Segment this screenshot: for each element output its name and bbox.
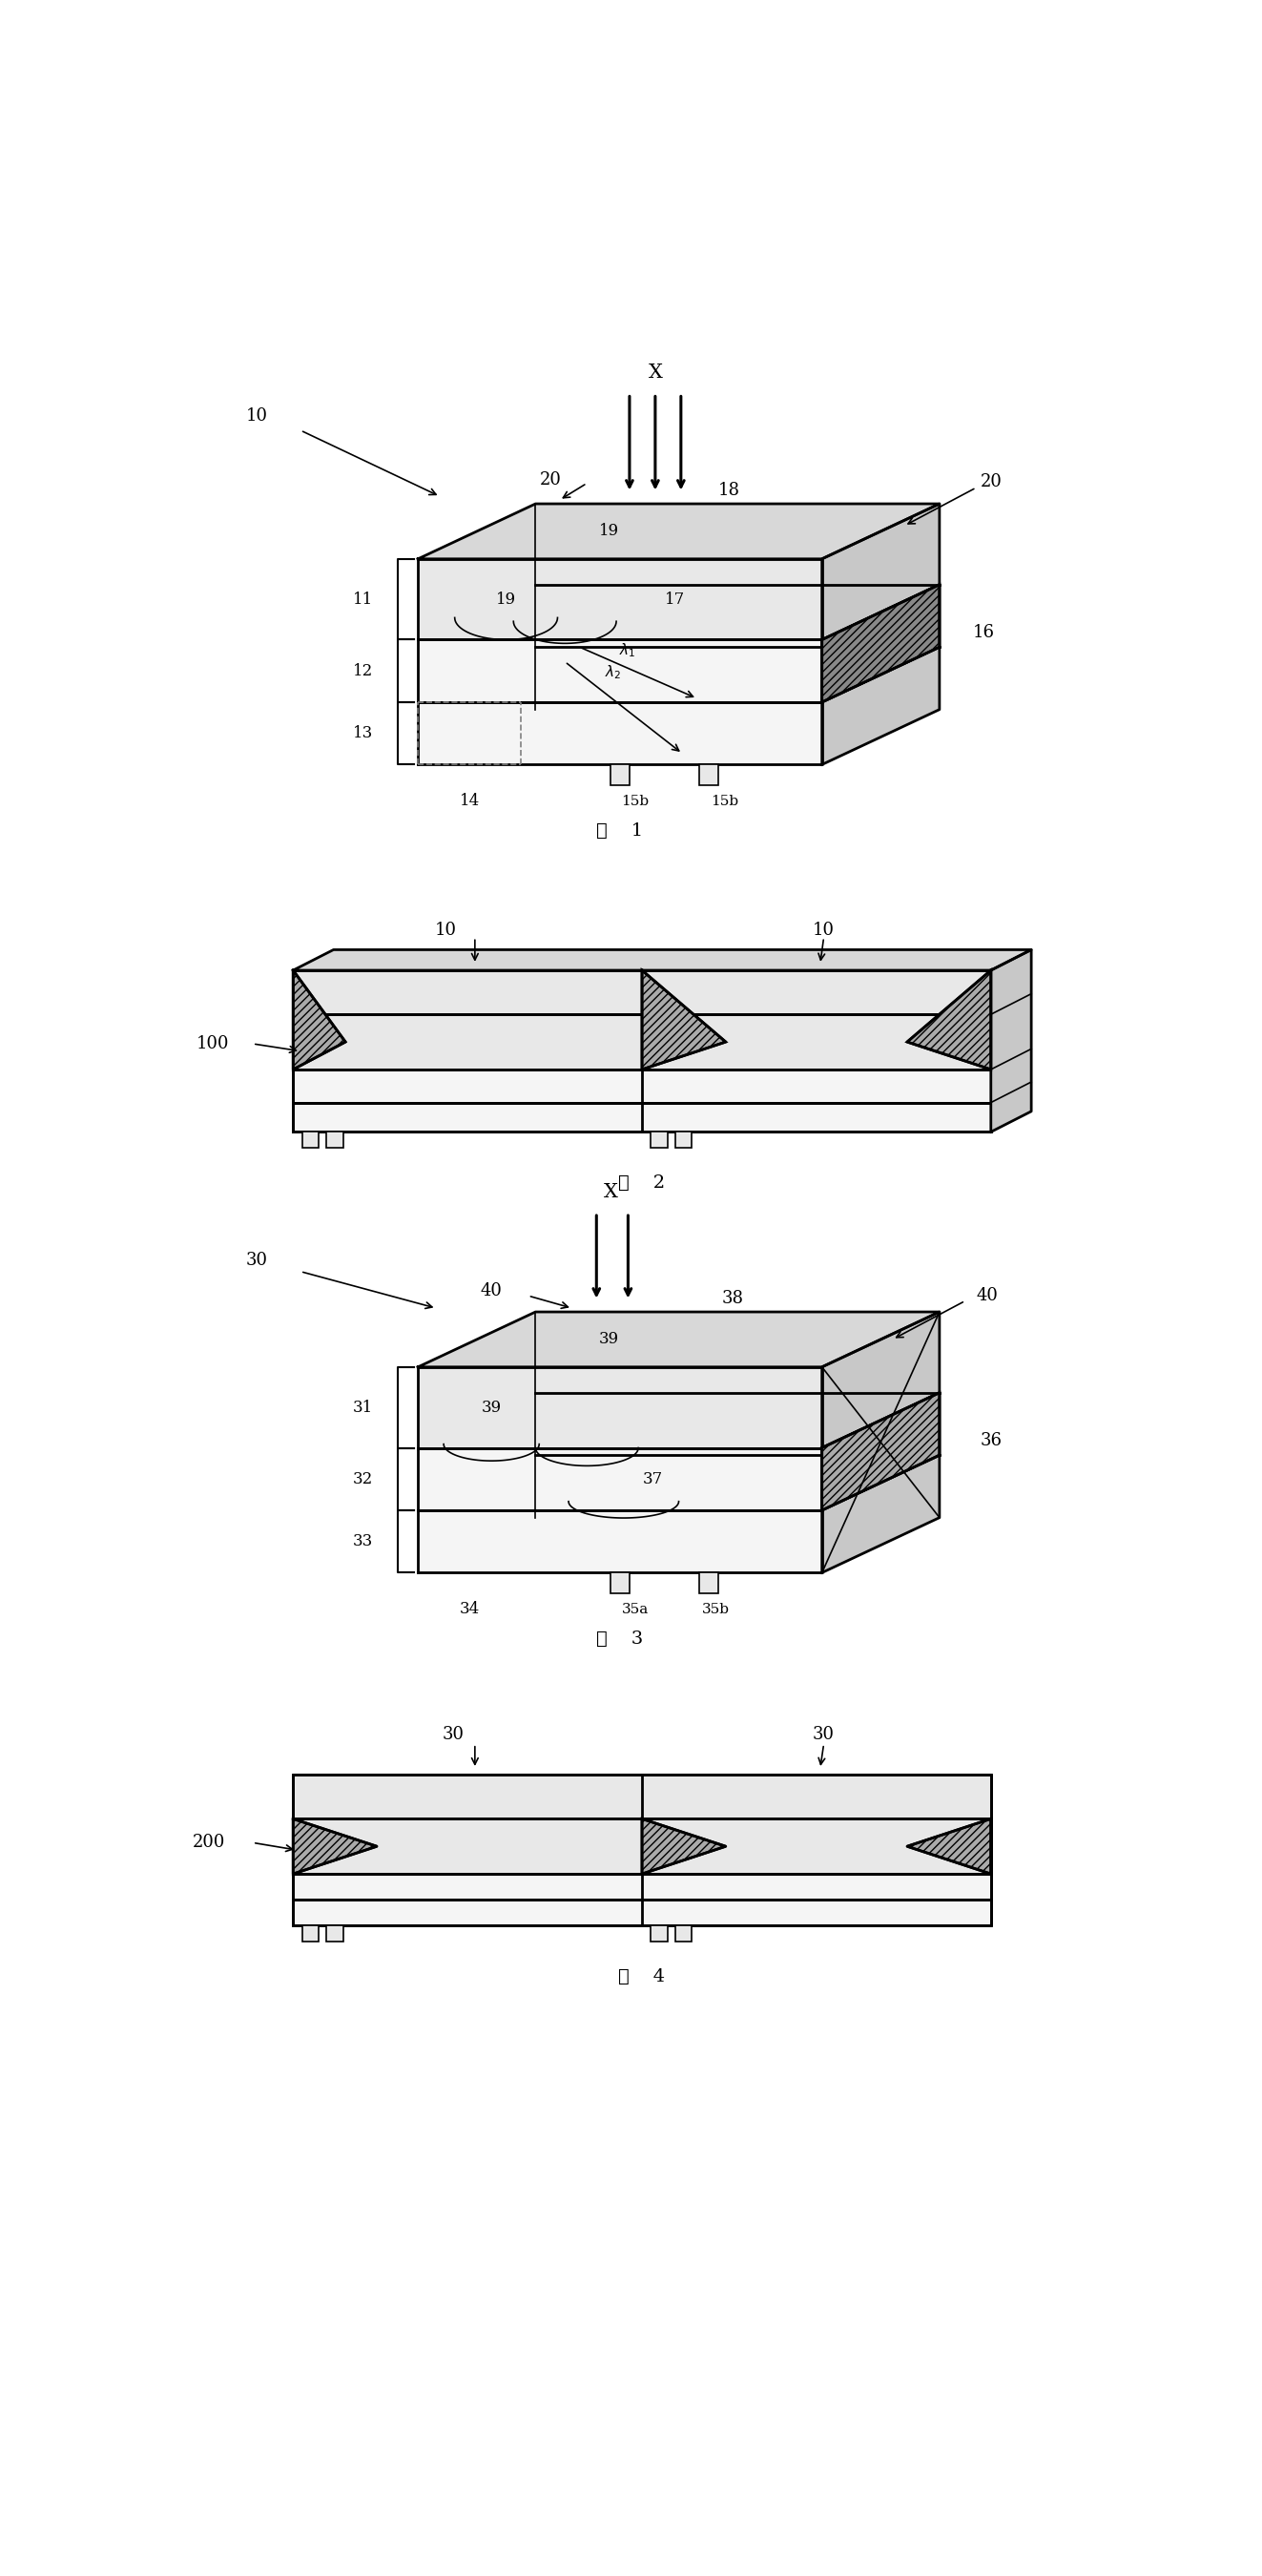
Polygon shape	[642, 971, 726, 1069]
Text: 33: 33	[353, 1533, 374, 1551]
Text: 18: 18	[718, 482, 740, 500]
Text: 10: 10	[245, 407, 268, 425]
Text: 32: 32	[353, 1471, 374, 1486]
Polygon shape	[293, 971, 346, 1069]
Bar	[611, 765, 630, 786]
Bar	[675, 1924, 692, 1942]
Polygon shape	[822, 1311, 939, 1574]
Text: 39: 39	[599, 1332, 620, 1347]
Text: X: X	[649, 363, 663, 381]
Text: 10: 10	[434, 922, 457, 938]
Text: $\lambda_1$: $\lambda_1$	[618, 641, 636, 659]
Polygon shape	[418, 1368, 822, 1448]
Polygon shape	[293, 1899, 991, 1924]
Text: 图    4: 图 4	[618, 1968, 665, 1986]
Text: 15b: 15b	[711, 793, 738, 809]
Polygon shape	[293, 951, 1031, 971]
Bar	[302, 1924, 319, 1942]
Polygon shape	[293, 1069, 991, 1103]
Polygon shape	[293, 971, 991, 1015]
Polygon shape	[418, 1510, 822, 1574]
Text: 12: 12	[353, 662, 374, 680]
Text: 36: 36	[979, 1432, 1002, 1450]
Text: 34: 34	[459, 1602, 480, 1618]
Text: 100: 100	[196, 1036, 228, 1054]
Text: 图    2: 图 2	[618, 1175, 665, 1193]
Polygon shape	[293, 1873, 991, 1899]
Bar	[675, 1131, 692, 1149]
Text: 35a: 35a	[622, 1602, 649, 1615]
Polygon shape	[418, 505, 939, 559]
Polygon shape	[907, 971, 991, 1069]
Polygon shape	[822, 1394, 939, 1510]
Text: 30: 30	[245, 1252, 268, 1270]
Polygon shape	[293, 1819, 991, 1873]
Text: $\lambda_2$: $\lambda_2$	[604, 665, 621, 683]
Polygon shape	[418, 1311, 939, 1368]
Bar	[326, 1924, 343, 1942]
Polygon shape	[642, 1819, 726, 1873]
Bar	[651, 1131, 668, 1149]
Text: 13: 13	[353, 726, 374, 742]
Text: 40: 40	[977, 1288, 998, 1303]
Bar	[651, 1924, 668, 1942]
Text: 38: 38	[722, 1291, 743, 1306]
Bar	[699, 1574, 718, 1595]
Text: 11: 11	[353, 590, 374, 608]
Polygon shape	[293, 1015, 991, 1069]
Polygon shape	[418, 1448, 822, 1510]
Text: 15b: 15b	[621, 793, 649, 809]
Polygon shape	[991, 951, 1031, 1131]
Text: 37: 37	[642, 1471, 663, 1486]
Polygon shape	[293, 1775, 991, 1819]
Polygon shape	[418, 703, 822, 765]
Polygon shape	[907, 1819, 991, 1873]
Text: 40: 40	[481, 1283, 502, 1301]
Text: 图    1: 图 1	[597, 822, 644, 840]
Polygon shape	[822, 505, 939, 765]
Text: X: X	[604, 1182, 618, 1200]
Text: 19: 19	[599, 523, 620, 538]
Text: 31: 31	[353, 1399, 374, 1417]
Polygon shape	[418, 559, 822, 639]
Text: 16: 16	[973, 623, 994, 641]
Text: 20: 20	[981, 474, 1002, 489]
Text: 200: 200	[192, 1834, 225, 1852]
Text: 30: 30	[442, 1726, 464, 1744]
Bar	[302, 1131, 319, 1149]
Text: 39: 39	[481, 1399, 501, 1417]
Text: 17: 17	[665, 590, 685, 608]
Polygon shape	[418, 639, 822, 703]
Polygon shape	[822, 585, 939, 703]
Text: 30: 30	[813, 1726, 834, 1744]
Text: 19: 19	[496, 590, 516, 608]
Text: 10: 10	[813, 922, 834, 938]
Text: 14: 14	[459, 793, 480, 809]
Text: 20: 20	[539, 471, 562, 489]
Polygon shape	[293, 1103, 991, 1131]
Text: 35b: 35b	[703, 1602, 729, 1615]
Text: 图    3: 图 3	[597, 1631, 644, 1649]
Bar	[611, 1574, 630, 1595]
Polygon shape	[293, 1819, 377, 1873]
Bar	[326, 1131, 343, 1149]
Bar	[699, 765, 718, 786]
